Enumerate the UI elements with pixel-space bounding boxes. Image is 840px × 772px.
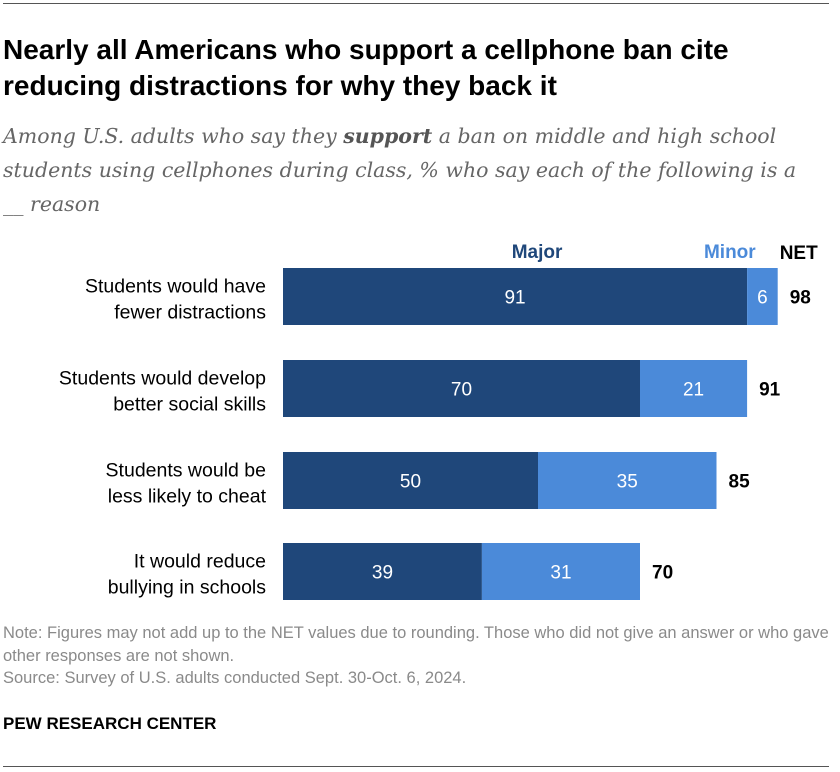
note-text: Note: Figures may not add up to the NET …: [3, 624, 829, 665]
category-label-line: Students would develop: [59, 368, 266, 390]
category-label: Students would have fewer distractions: [85, 276, 266, 324]
net-value: 85: [729, 472, 751, 493]
bar-major: [283, 268, 748, 325]
value-label-minor: 31: [550, 563, 571, 584]
bar-minor: [538, 452, 717, 509]
stacked-bar-chart: Major Minor NET Students would have fewer di…: [59, 242, 818, 600]
chart-subtitle: Among U.S. adults who say they support a…: [3, 119, 823, 221]
bar-major: [283, 360, 640, 417]
org-name: PEW RESEARCH CENTER: [3, 714, 217, 733]
subtitle-emphasis: support: [343, 124, 433, 148]
legend-major: Major: [512, 242, 563, 263]
bar-major: [283, 543, 482, 600]
net-value: 91: [759, 380, 781, 401]
bar-major: [283, 452, 538, 509]
category-label: It would reduce bullying in schools: [108, 551, 267, 599]
category-label-line: bullying in schools: [108, 577, 267, 599]
category-label-line: less likely to cheat: [108, 486, 267, 508]
value-label-major: 39: [372, 563, 393, 584]
value-label-minor: 6: [757, 288, 768, 309]
bar-minor: [640, 360, 748, 417]
subtitle-text-before: Among U.S. adults who say they: [3, 124, 344, 148]
bar-minor: [747, 268, 778, 325]
legend-net: NET: [780, 243, 818, 264]
chart-notes: Note: Figures may not add up to the NET …: [3, 622, 829, 690]
value-label-major: 91: [504, 288, 525, 309]
value-label-minor: 21: [683, 380, 704, 401]
value-label-minor: 35: [617, 472, 638, 493]
category-label: Students would develop better social skil…: [59, 368, 266, 416]
category-label-line: fewer distractions: [114, 302, 266, 324]
net-value: 98: [790, 288, 811, 309]
category-label-line: better social skills: [113, 394, 266, 416]
value-label-major: 70: [451, 380, 472, 401]
category-label-line: It would reduce: [134, 551, 266, 573]
top-rule: [3, 3, 829, 4]
bar-minor: [481, 543, 640, 600]
category-label: Students would be less likely to cheat: [106, 460, 267, 508]
category-label-line: Students would have: [85, 276, 266, 298]
chart-title: Nearly all Americans who support a cellp…: [3, 34, 729, 101]
legend-minor: Minor: [704, 242, 756, 263]
value-label-major: 50: [400, 472, 421, 493]
subtitle-text-after: a ban on middle and high school students…: [3, 124, 797, 216]
bottom-rule: [3, 766, 829, 767]
source-text: Source: Survey of U.S. adults conducted …: [3, 669, 467, 687]
category-label-line: Students would be: [106, 460, 266, 482]
net-value: 70: [652, 563, 673, 584]
